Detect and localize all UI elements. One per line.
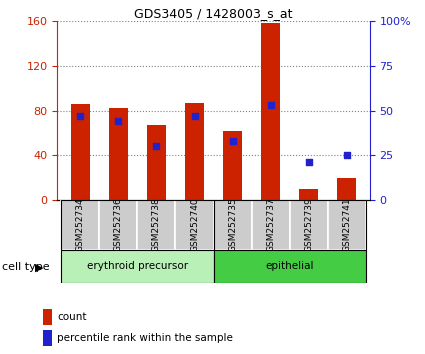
Text: ▶: ▶ (35, 262, 43, 272)
Text: erythroid precursor: erythroid precursor (87, 261, 188, 272)
Bar (337, 178, 357, 200)
Text: GSM252737: GSM252737 (266, 198, 275, 252)
Point (153, 144, 160, 149)
Bar (299, 189, 318, 200)
Bar (61, 250, 214, 283)
Text: percentile rank within the sample: percentile rank within the sample (57, 333, 233, 343)
Text: count: count (57, 312, 86, 322)
Bar (109, 108, 128, 200)
Text: GSM252739: GSM252739 (304, 198, 313, 252)
Bar (223, 131, 242, 200)
Text: GSM252738: GSM252738 (152, 198, 161, 252)
Bar (214, 200, 252, 250)
Point (191, 113, 198, 119)
Text: GSM252735: GSM252735 (228, 198, 237, 252)
Point (229, 138, 236, 144)
Text: cell type: cell type (2, 262, 50, 272)
Bar (71, 104, 90, 200)
Bar (176, 200, 214, 250)
Text: GSM252740: GSM252740 (190, 198, 199, 252)
Bar (61, 200, 99, 250)
Point (77, 113, 84, 119)
Point (115, 119, 122, 124)
Text: epithelial: epithelial (266, 261, 314, 272)
Text: GSM252736: GSM252736 (114, 198, 123, 252)
Bar (328, 200, 366, 250)
Bar (214, 250, 366, 283)
Bar (185, 103, 204, 200)
Point (306, 160, 312, 165)
Bar (261, 23, 280, 200)
Title: GDS3405 / 1428003_s_at: GDS3405 / 1428003_s_at (134, 7, 293, 20)
Point (343, 153, 350, 158)
Bar (252, 200, 290, 250)
Bar (99, 200, 137, 250)
Bar (42, 330, 51, 346)
Bar (290, 200, 328, 250)
Point (267, 102, 274, 108)
Bar (147, 125, 166, 200)
Text: GSM252741: GSM252741 (343, 198, 351, 252)
Text: GSM252734: GSM252734 (76, 198, 85, 252)
Bar (137, 200, 176, 250)
Bar (42, 309, 51, 325)
